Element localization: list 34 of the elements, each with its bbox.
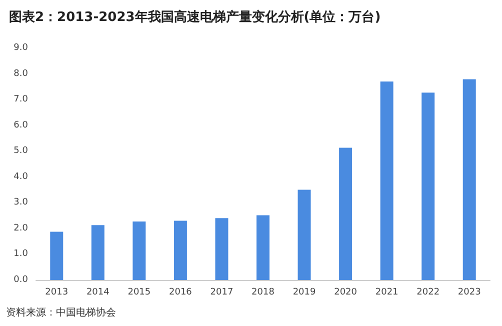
x-tick-label: 2017 (210, 288, 234, 298)
y-tick-label: 6.0 (14, 120, 28, 130)
bar (298, 190, 311, 280)
y-tick-label: 7.0 (14, 94, 28, 105)
bar (339, 148, 352, 280)
bar (215, 218, 228, 280)
y-tick-label: 5.0 (14, 146, 28, 156)
y-tick-label: 2.0 (14, 223, 28, 234)
x-tick-label: 2013 (45, 288, 68, 298)
bar (91, 225, 104, 280)
y-tick-label: 9.0 (14, 43, 28, 53)
x-tick-label: 2014 (86, 288, 110, 298)
bar (462, 79, 476, 280)
y-tick-label: 3.0 (14, 198, 28, 208)
x-tick-label: 2019 (292, 288, 316, 298)
x-tick-label: 2018 (252, 288, 275, 298)
bar (132, 221, 146, 280)
bar (380, 82, 394, 280)
y-tick-label: 1.0 (14, 249, 28, 260)
y-tick-label: 4.0 (14, 172, 28, 182)
x-tick-label: 2020 (334, 288, 358, 298)
x-tick-label: 2022 (416, 288, 440, 298)
bar (256, 215, 270, 280)
bar (422, 92, 435, 280)
bar (50, 232, 64, 280)
x-tick-label: 2015 (128, 288, 151, 298)
x-tick-label: 2023 (458, 288, 481, 298)
x-tick-label: 2016 (169, 288, 192, 298)
chart-title: 图表2：2013-2023年我国高速电梯产量变化分析(单位：万台) (9, 9, 381, 25)
text: 资料来源：中国电梯协会 (6, 306, 116, 318)
bar (174, 220, 187, 280)
y-tick-label: 8.0 (14, 68, 28, 79)
y-tick-label: 0.0 (14, 275, 28, 285)
x-tick-label: 2021 (375, 288, 398, 298)
